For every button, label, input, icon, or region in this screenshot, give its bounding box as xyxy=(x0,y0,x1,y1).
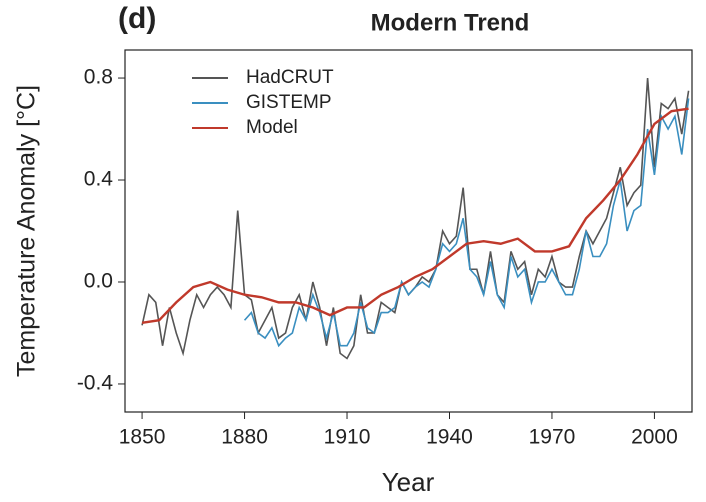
x-tick-label: 1970 xyxy=(529,426,576,449)
x-axis-label: Year xyxy=(382,467,435,497)
x-tick-label: 1940 xyxy=(426,426,473,449)
y-tick-label: 0.4 xyxy=(84,168,114,191)
legend-label: HadCRUT xyxy=(246,67,334,88)
y-tick-label: -0.4 xyxy=(77,372,114,395)
y-tick-label: 0.0 xyxy=(84,270,113,293)
chart-title: Modern Trend xyxy=(371,9,530,36)
line-series xyxy=(141,77,690,360)
y-tick-label: 0.8 xyxy=(84,66,113,89)
x-tick-label: 2000 xyxy=(631,426,678,449)
line-series xyxy=(141,107,689,324)
y-axis-label: Temperature Anomaly [°C] xyxy=(13,85,41,377)
x-tick-label: 1850 xyxy=(119,426,166,449)
plot-frame xyxy=(124,49,693,413)
legend-label: GISTEMP xyxy=(246,92,332,113)
panel-label: (d) xyxy=(118,2,156,35)
x-tick-label: 1880 xyxy=(221,426,268,449)
x-tick-label: 1910 xyxy=(324,426,371,449)
legend-label: Model xyxy=(246,117,298,138)
